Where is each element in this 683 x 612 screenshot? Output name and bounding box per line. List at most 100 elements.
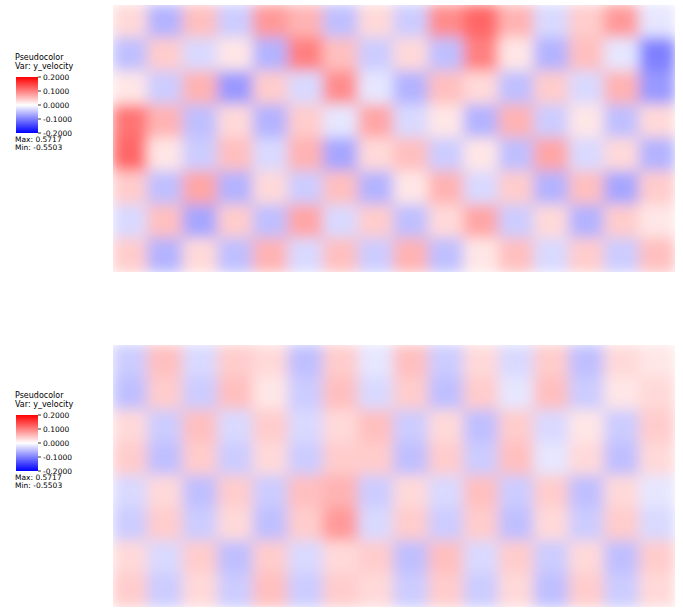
- field-cell: [569, 541, 606, 576]
- field-cell: [639, 377, 675, 412]
- field-cell: [147, 138, 184, 173]
- legend-title: Pseudocolor: [15, 53, 64, 62]
- field-cell: [182, 508, 219, 543]
- field-cell: [498, 204, 535, 239]
- field-cell: [182, 442, 219, 477]
- field-cell: [393, 238, 430, 272]
- field-cell: [534, 138, 571, 173]
- field-cell: [604, 138, 641, 173]
- field-cell: [358, 138, 395, 173]
- field-cell: [358, 238, 395, 272]
- field-cell: [323, 573, 360, 607]
- field-cell: [358, 204, 395, 239]
- colorbar: [16, 415, 38, 471]
- field-cell: [534, 204, 571, 239]
- colorbar: [16, 77, 38, 133]
- field-cell: [288, 442, 325, 477]
- field-cell: [358, 104, 395, 139]
- field-cell: [604, 442, 641, 477]
- field-cell: [534, 475, 571, 510]
- field-cell: [639, 475, 675, 510]
- field-cell: [534, 410, 571, 445]
- field-cell: [428, 171, 465, 206]
- field-cell: [428, 138, 465, 173]
- field-cell: [393, 508, 430, 543]
- field-cell: [393, 377, 430, 412]
- field-cell: [253, 71, 290, 106]
- field-cell: [253, 508, 290, 543]
- field-cell: [113, 204, 149, 239]
- field-cell: [498, 377, 535, 412]
- field-cell: [113, 345, 149, 379]
- field-cell: [323, 410, 360, 445]
- field-cell: [288, 138, 325, 173]
- field-cell: [288, 5, 325, 39]
- field-cell: [639, 71, 675, 106]
- field-cell: [182, 238, 219, 272]
- field-cell: [534, 104, 571, 139]
- field-cell: [253, 204, 290, 239]
- field-cell: [569, 377, 606, 412]
- field-cell: [428, 541, 465, 576]
- field-cell: [463, 238, 500, 272]
- field-cell: [498, 573, 535, 607]
- field-cell: [113, 410, 149, 445]
- field-cell: [358, 71, 395, 106]
- field-cell: [393, 541, 430, 576]
- field-cell: [113, 377, 149, 412]
- field-cell: [147, 5, 184, 39]
- field-cell: [288, 377, 325, 412]
- field-cell: [498, 475, 535, 510]
- field-cell: [113, 508, 149, 543]
- field-cell: [498, 138, 535, 173]
- legend-variable: Var: y_velocity: [15, 400, 73, 409]
- field-cell: [323, 508, 360, 543]
- field-cell: [639, 138, 675, 173]
- field-cell: [604, 508, 641, 543]
- field-cell: [182, 475, 219, 510]
- field-cell: [147, 442, 184, 477]
- field-cell: [569, 442, 606, 477]
- field-cell: [358, 37, 395, 72]
- field-cell: [253, 475, 290, 510]
- field-cell: [253, 410, 290, 445]
- field-cell: [182, 37, 219, 72]
- field-cell: [253, 238, 290, 272]
- field-cell: [323, 171, 360, 206]
- field-cell: [217, 204, 254, 239]
- colorbar-tick: [38, 415, 41, 416]
- field-cell: [147, 71, 184, 106]
- field-cell: [569, 410, 606, 445]
- colorbar-tick: [38, 133, 41, 134]
- field-cell: [147, 541, 184, 576]
- field-cell: [604, 104, 641, 139]
- field-cell: [288, 171, 325, 206]
- field-cell: [428, 410, 465, 445]
- field-cell: [253, 5, 290, 39]
- field-cell: [288, 238, 325, 272]
- field-cell: [498, 104, 535, 139]
- field-cell: [428, 345, 465, 379]
- field-cell: [463, 138, 500, 173]
- field-panel: [113, 5, 675, 272]
- field-cell: [393, 345, 430, 379]
- field-cell: [182, 138, 219, 173]
- field-cell: [498, 37, 535, 72]
- field-cell: [569, 71, 606, 106]
- field-cell: [639, 541, 675, 576]
- field-cell: [604, 410, 641, 445]
- min-label: Min: -0.5503: [15, 481, 62, 490]
- field-cell: [604, 37, 641, 72]
- colorbar-tick-label: -0.1000: [43, 453, 72, 462]
- field-cell: [288, 475, 325, 510]
- colorbar-tick: [38, 119, 41, 120]
- field-cell: [393, 204, 430, 239]
- field-cell: [604, 541, 641, 576]
- field-cell: [604, 71, 641, 106]
- field-cell: [428, 442, 465, 477]
- field-cell: [358, 377, 395, 412]
- field-cell: [113, 104, 149, 139]
- field-cell: [147, 475, 184, 510]
- field-cell: [428, 508, 465, 543]
- field-cell: [428, 104, 465, 139]
